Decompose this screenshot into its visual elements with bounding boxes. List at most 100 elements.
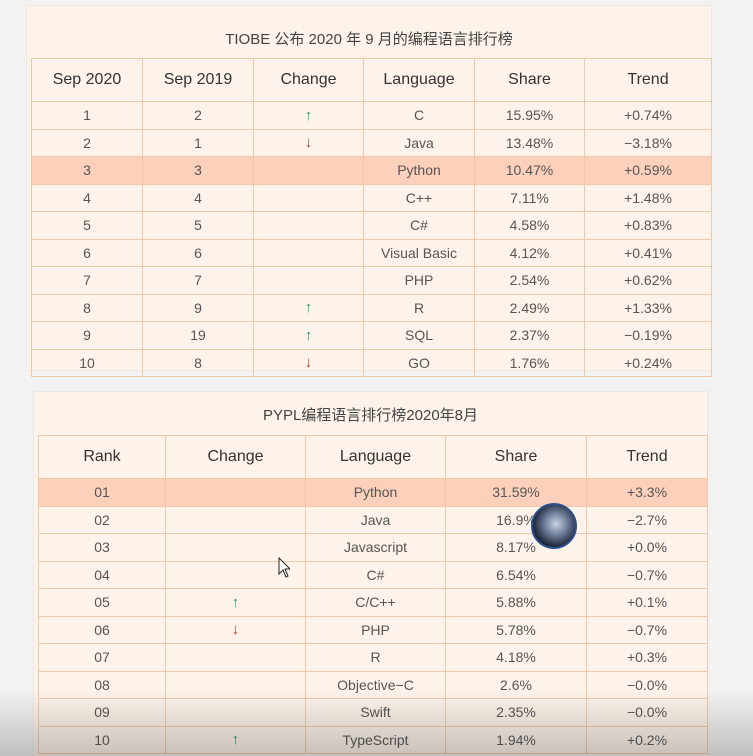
share-cell: 2.54% (474, 266, 585, 295)
language-cell: Objective−C (305, 670, 446, 699)
tiobe-ranking-panel: TIOBE 公布 2020 年 9 月的编程语言排行榜 Sep 2020 Sep … (27, 6, 712, 377)
change-cell: ↓ (253, 128, 364, 157)
trend-cell: +0.2% (586, 725, 708, 754)
pypl-table-row: 03 Javascript 8.17% +0.0% (38, 533, 708, 562)
trend-cell: +1.33% (584, 293, 712, 322)
prev-cell: 19 (142, 321, 254, 350)
share-cell: 7.11% (474, 183, 585, 212)
trend-cell: +0.83% (584, 211, 712, 240)
share-cell: 15.95% (474, 101, 585, 130)
share-cell: 1.76% (474, 348, 585, 377)
tiobe-table: Sep 2020 Sep 2019 Change Language Share Trend… (31, 58, 712, 377)
trend-cell: −3.18% (584, 128, 712, 157)
share-cell: 4.18% (445, 643, 587, 672)
rank-cell: 04 (38, 560, 166, 589)
trend-cell: +0.0% (586, 533, 708, 562)
language-cell: Swift (305, 698, 446, 727)
tiobe-table-row: 10 8 ↓ GO 1.76% +0.24% (31, 348, 712, 377)
pypl-header-cell: Trend (586, 435, 708, 479)
share-cell: 4.12% (474, 238, 585, 267)
pypl-header-row: Rank Change Language Share Trend (38, 435, 708, 479)
change-cell (165, 643, 306, 672)
change-cell: ↓ (253, 348, 364, 377)
change-cell: ↑ (165, 588, 306, 617)
change-cell: ↓ (165, 615, 306, 644)
language-cell: C# (305, 560, 446, 589)
rank-cell: 9 (31, 321, 143, 350)
trend-cell: +0.62% (584, 266, 712, 295)
prev-cell: 1 (142, 128, 254, 157)
tiobe-title: TIOBE 公布 2020 年 9 月的编程语言排行榜 (225, 31, 513, 48)
pypl-ranking-panel: PYPL编程语言排行榜2020年8月 Rank Change Language Sha… (34, 392, 708, 756)
language-cell: Java (363, 128, 475, 157)
tiobe-table-row: 2 1 ↓ Java 13.48% −3.18% (31, 128, 712, 157)
rank-cell: 5 (31, 211, 143, 240)
trend-cell: −2.7% (586, 505, 708, 534)
share-cell: 10.47% (474, 156, 585, 185)
pypl-title: PYPL编程语言排行榜2020年8月 (262, 407, 479, 424)
rank-cell: 7 (31, 266, 143, 295)
tiobe-header-cell: Trend (584, 58, 712, 102)
tiobe-header-cell: Language (363, 58, 475, 102)
rank-cell: 02 (38, 505, 166, 534)
share-cell: 5.88% (445, 588, 587, 617)
language-cell: Python (305, 478, 446, 507)
share-cell: 2.37% (474, 321, 585, 350)
trend-cell: −0.0% (586, 670, 708, 699)
change-cell (165, 670, 306, 699)
rank-cell: 10 (31, 348, 143, 377)
arrow-up-icon: ↑ (231, 731, 240, 749)
tiobe-table-row: 1 2 ↑ C 15.95% +0.74% (31, 101, 712, 130)
rank-cell: 01 (38, 478, 166, 507)
change-cell: ↑ (253, 101, 364, 130)
pypl-header-cell: Change (165, 435, 306, 479)
language-cell: TypeScript (305, 725, 446, 754)
mouse-pointer-icon (278, 557, 290, 578)
language-cell: Java (305, 505, 446, 534)
language-cell: GO (363, 348, 475, 377)
share-cell: 2.35% (445, 698, 587, 727)
trend-cell: +1.48% (584, 183, 712, 212)
trend-cell: +0.59% (584, 156, 712, 185)
pypl-table-row: 08 Objective−C 2.6% −0.0% (38, 670, 708, 699)
arrow-down-icon: ↓ (231, 621, 240, 639)
change-cell (165, 478, 306, 507)
trend-cell: +0.41% (584, 238, 712, 267)
pypl-table-row: 06 ↓ PHP 5.78% −0.7% (38, 615, 708, 644)
pypl-table-row: 05 ↑ C/C++ 5.88% +0.1% (38, 588, 708, 617)
trend-cell: −0.0% (586, 698, 708, 727)
rank-cell: 4 (31, 183, 143, 212)
trend-cell: −0.7% (586, 560, 708, 589)
trend-cell: −0.7% (586, 615, 708, 644)
share-cell: 1.94% (445, 725, 587, 754)
language-cell: R (305, 643, 446, 672)
rank-cell: 8 (31, 293, 143, 322)
share-cell: 2.49% (474, 293, 585, 322)
arrow-up-icon: ↑ (231, 593, 240, 611)
pypl-table-row: 01 Python 31.59% +3.3% (38, 478, 708, 507)
pypl-table-row: 07 R 4.18% +0.3% (38, 643, 708, 672)
pypl-table-row: 09 Swift 2.35% −0.0% (38, 698, 708, 727)
language-cell: C++ (363, 183, 475, 212)
rank-cell: 06 (38, 615, 166, 644)
language-cell: PHP (305, 615, 446, 644)
pypl-header-cell: Rank (38, 435, 166, 479)
share-cell: 4.58% (474, 211, 585, 240)
change-cell (253, 156, 364, 185)
rank-cell: 03 (38, 533, 166, 562)
language-cell: R (363, 293, 475, 322)
tiobe-header-cell: Sep 2020 (31, 58, 143, 102)
prev-cell: 5 (142, 211, 254, 240)
rank-cell: 1 (31, 101, 143, 130)
language-cell: C/C++ (305, 588, 446, 617)
pypl-table-row: 10 ↑ TypeScript 1.94% +0.2% (38, 725, 708, 754)
tiobe-table-row: 4 4 C++ 7.11% +1.48% (31, 183, 712, 212)
share-cell: 13.48% (474, 128, 585, 157)
tiobe-table-row: 9 19 ↑ SQL 2.37% −0.19% (31, 321, 712, 350)
share-cell: 31.59% (445, 478, 587, 507)
trend-cell: −0.19% (584, 321, 712, 350)
presenter-avatar (531, 503, 577, 549)
rank-cell: 07 (38, 643, 166, 672)
pypl-header-cell: Share (445, 435, 587, 479)
tiobe-header-cell: Share (474, 58, 585, 102)
